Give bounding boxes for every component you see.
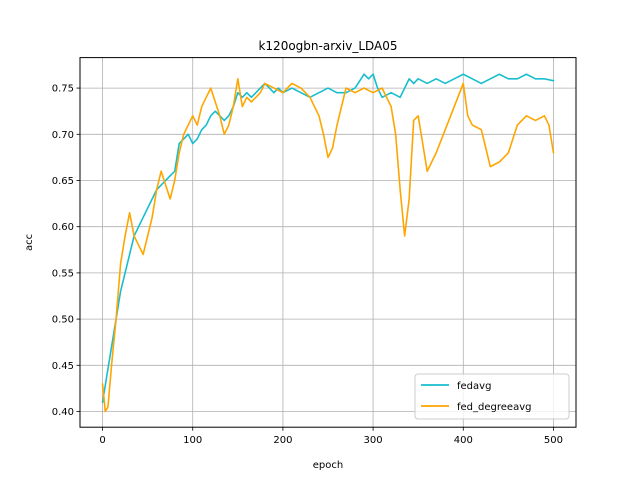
x-tick-label: 200: [273, 435, 292, 446]
x-tick-label: 300: [364, 435, 383, 446]
y-tick-label: 0.40: [52, 407, 74, 418]
x-tick-label: 100: [183, 435, 202, 446]
legend-label-fedavg: fedavg: [457, 381, 491, 392]
plot-area: [80, 57, 576, 428]
y-tick-label: 0.65: [52, 176, 74, 187]
series-line-fed-degreeavg: [101, 78, 555, 413]
legend-label-fed-degreeavg: fed_degreeavg: [457, 402, 531, 413]
y-tick-label: 0.55: [52, 268, 74, 279]
y-tick-label: 0.70: [52, 130, 74, 141]
ticks: 0 100 200 300 400 500 0.40 0.45 0.50 0.55 0.60 0.65…: [52, 84, 563, 447]
legend-box: [414, 373, 570, 420]
y-tick-label: 0.75: [52, 84, 74, 95]
chart-title: k120ogbn-arxiv_LDA05: [258, 39, 397, 53]
y-tick-label: 0.50: [52, 315, 74, 326]
legend: fedavg fed_degreeavg: [414, 373, 570, 420]
series-layer: [101, 73, 555, 413]
y-axis-label: acc: [24, 234, 35, 251]
y-tick-label: 0.60: [52, 222, 74, 233]
x-tick-label: 500: [544, 435, 563, 446]
x-tick-label: 0: [99, 435, 105, 446]
y-tick-label: 0.45: [52, 361, 74, 372]
x-axis-label: epoch: [313, 460, 343, 471]
x-tick-label: 400: [454, 435, 473, 446]
plot-frame: [79, 57, 577, 428]
